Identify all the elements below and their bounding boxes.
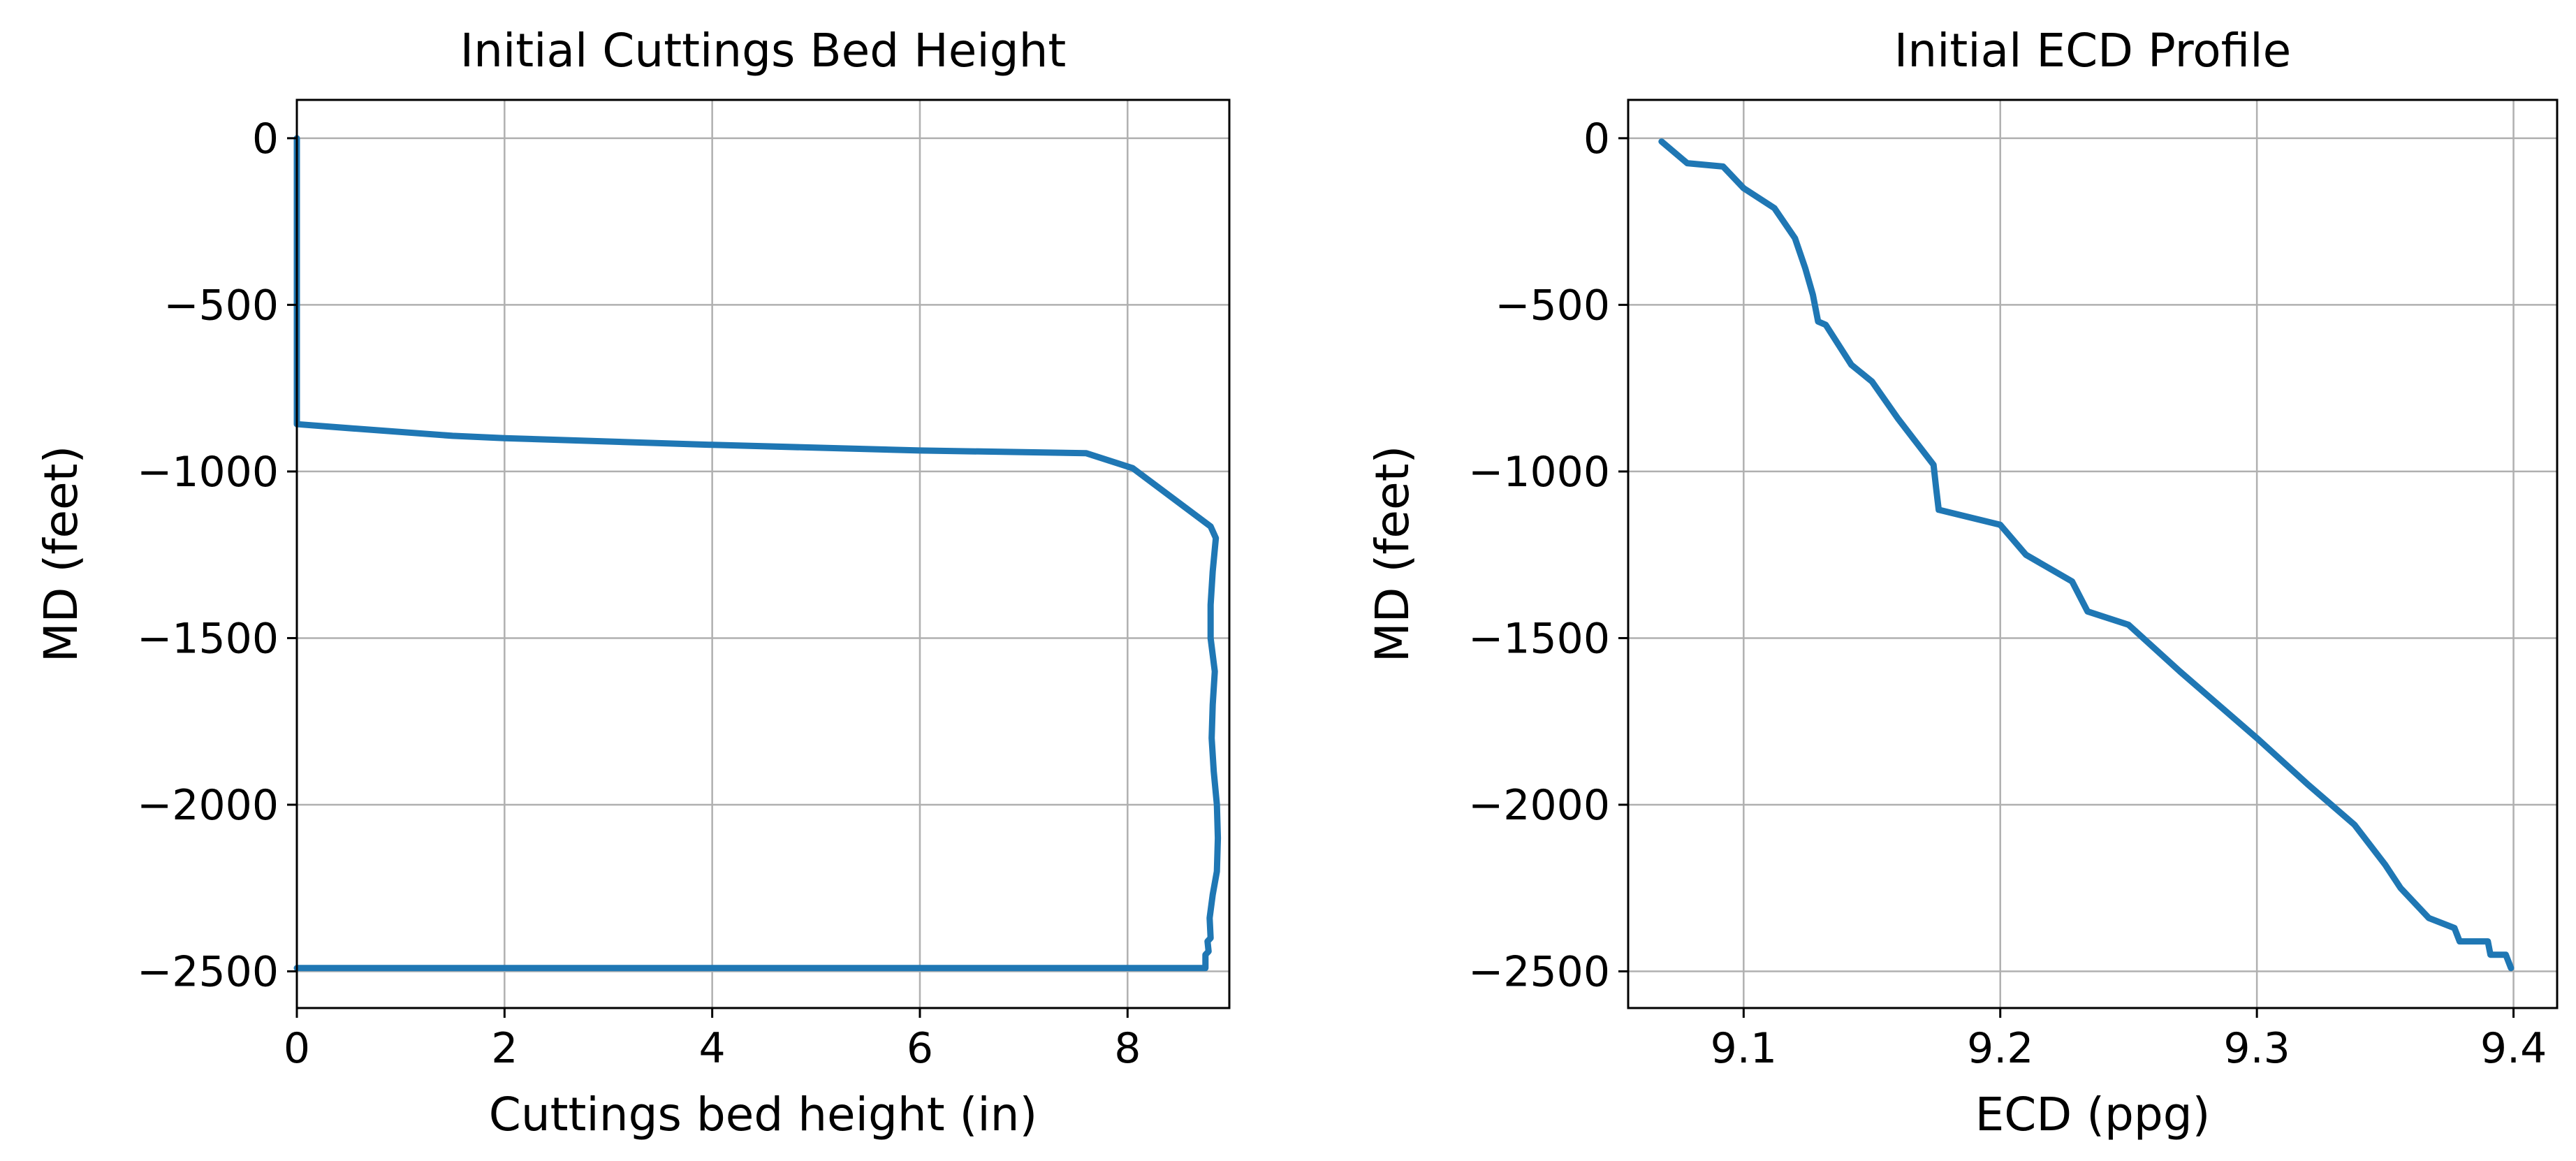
- x-axis-label-ecd-profile: ECD (ppg): [1975, 1088, 2211, 1141]
- y-tick-label: −1500: [137, 614, 279, 663]
- y-axis-label-ecd-profile: MD (feet): [1366, 446, 1419, 663]
- chart-bed-height: 0 2 4 6 8 0 −500 −1000 −1500 −2000 −2500 Initial C…: [34, 24, 1231, 1141]
- x-tick-label: 8: [1114, 1024, 1141, 1073]
- y-tick-label: −1000: [1468, 448, 1610, 497]
- y-tick-label: 0: [1583, 115, 1610, 163]
- y-tick-label: −1000: [137, 448, 279, 497]
- chart-title-bed-height: Initial Cuttings Bed Height: [460, 24, 1067, 78]
- series-ecd-profile: [1658, 138, 2515, 972]
- series-bed-height: [293, 135, 1222, 972]
- y-tick-label: −1500: [1468, 614, 1610, 663]
- plot-frame-ecd-profile: [1627, 98, 2559, 1009]
- y-tick-label: −2000: [1468, 781, 1610, 830]
- x-tick-label: 9.4: [2480, 1024, 2547, 1073]
- y-axis-label-bed-height: MD (feet): [34, 446, 88, 663]
- y-tick-label: −2500: [137, 948, 279, 997]
- grid-ecd-profile: [1628, 100, 2557, 1008]
- grid-bed-height: [295, 100, 1229, 1008]
- x-tick-label: 9.2: [1967, 1024, 2033, 1073]
- ticks-bed-height: 0 2 4 6 8 0 −500 −1000 −1500 −2000 −2500: [137, 115, 1141, 1073]
- chart-title-ecd-profile: Initial ECD Profile: [1894, 24, 2291, 78]
- x-tick-label: 2: [491, 1024, 518, 1073]
- y-tick-label: 0: [252, 115, 279, 163]
- y-tick-label: −500: [1495, 281, 1610, 330]
- plot-frame-bed-height: [295, 98, 1231, 1009]
- x-tick-label: 6: [907, 1024, 933, 1073]
- x-tick-label: 0: [284, 1024, 310, 1073]
- y-tick-label: −2500: [1468, 948, 1610, 997]
- chart-ecd-profile: 9.1 9.2 9.3 9.4 0 −500 −1000 −1500 −2000 −2500 In…: [1366, 24, 2559, 1141]
- y-tick-label: −500: [163, 281, 279, 330]
- series-line-bed-height: [293, 135, 1222, 972]
- series-line-ecd-profile: [1658, 138, 2515, 972]
- y-tick-label: −2000: [137, 781, 279, 830]
- x-tick-label: 9.3: [2223, 1024, 2290, 1073]
- ticks-ecd-profile: 9.1 9.2 9.3 9.4 0 −500 −1000 −1500 −2000 −2500: [1468, 115, 2547, 1073]
- x-tick-label: 4: [699, 1024, 726, 1073]
- x-axis-label-bed-height: Cuttings bed height (in): [489, 1088, 1038, 1141]
- x-tick-label: 9.1: [1711, 1024, 1777, 1073]
